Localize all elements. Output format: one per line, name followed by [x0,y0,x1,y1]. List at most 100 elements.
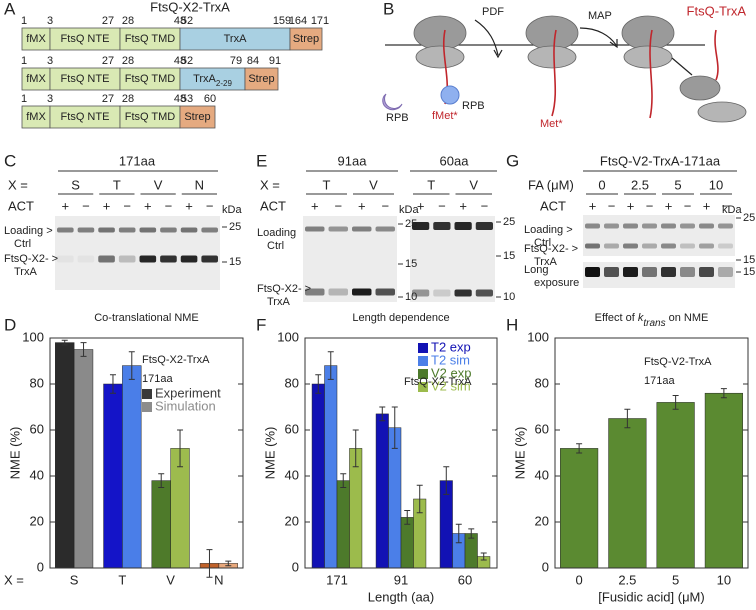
x-tick-label: 91 [394,572,408,587]
row-label: TrxA [534,256,557,268]
residue-number: 1 [21,93,27,105]
gel-band [305,226,325,232]
enzyme-label: MAP [588,10,612,22]
gel-band [623,243,638,249]
gel-band [585,243,600,249]
panel-letter: G [506,151,519,170]
lane-label: 10 [709,177,723,192]
domain-box [289,27,323,51]
residue-number: 60 [204,93,216,105]
bar [608,418,647,569]
residue-label: Met* [540,118,563,130]
gel-band [642,267,657,277]
gel-header: FtsQ-V2-TrxA-171aa [600,153,721,168]
lane-label: 2.5 [631,177,649,192]
domain-subscript: 2-29 [216,79,233,88]
act-sign: − [381,198,389,213]
annotation: 171aa [644,375,675,387]
error-bar [315,374,322,394]
gel-band [375,288,395,296]
legend-label: V2 sim [431,378,471,393]
domain-name: FtsQ NTE [61,111,110,123]
y-tick-label: 60 [535,421,549,436]
error-bar [455,523,462,544]
residue-number: 3 [47,93,53,105]
y-tick-label: 20 [535,513,549,528]
y-tick-label: 80 [285,375,299,390]
act-sign: − [165,198,173,213]
domain-name: TrxA [193,73,216,85]
y-tick-label: 0 [292,559,299,574]
residue-number: 1 [21,55,27,67]
size-marker: 15 [743,254,755,266]
error-bar [404,510,411,525]
row-label: Loading > [4,225,53,237]
gel-header: 171aa [119,153,156,168]
domain-label: FtsQ TMD [125,111,176,123]
chart-title: Co-translational NME [94,312,199,324]
act-label: ACT [260,198,286,213]
legend-swatch [418,369,428,379]
residue-number: 28 [122,55,134,67]
residue-number: 159 [273,15,291,27]
domain-name: fMX [26,111,46,123]
domain-label: FtsQ NTE [61,73,110,85]
y-axis-label: NME (%) [262,427,277,480]
residue-number: 27 [102,55,114,67]
lane-axis-label: FA (μM) [528,177,574,192]
unit-label: kDa [399,204,419,216]
error-bar [206,549,213,578]
title-part: on NME [666,312,709,324]
error-bar [443,466,450,495]
unit-label: kDa [722,204,742,216]
act-sign: + [103,198,111,213]
bar [311,383,325,569]
gel-band [718,243,733,249]
nascent-chain [649,29,653,119]
error-bar [225,560,232,567]
domain-label: fMX [26,73,46,85]
act-sign: − [123,198,131,213]
domain-name: TrxA [224,33,247,45]
title-part: Effect of [595,312,638,324]
lane-label: T [113,177,121,192]
gel-band [718,267,733,277]
ribosome [415,45,465,69]
error-bar [624,408,631,429]
legend-label: Experiment [155,385,221,400]
domain-label: FtsQ NTE [61,33,110,45]
act-sign: − [334,198,342,213]
construct-title: FtsQ-X2-TrxA [150,0,230,14]
y-tick-label: 60 [30,421,44,436]
size-marker: 15 [405,258,417,270]
domain-name: fMX [26,33,46,45]
act-sign: + [311,198,319,213]
lane-axis-label: X = [8,177,28,192]
row-label: TrxA [267,296,290,308]
y-tick-label: 80 [535,375,549,390]
gel-band [604,223,619,229]
domain-name: Strep [248,73,274,85]
residue-number: 164 [289,15,307,27]
bar [400,517,414,569]
bar [103,383,123,569]
residue-number: 28 [122,15,134,27]
act-sign: − [722,198,730,213]
act-label: ACT [8,198,34,213]
domain-label: Strep [293,33,319,45]
lane-axis-label: X = [260,177,280,192]
act-sign: + [62,198,70,213]
row-label: Ctrl [534,237,551,249]
gel-band [160,227,177,233]
arrow-head [609,39,618,49]
bar [375,413,389,569]
domain-label: FtsQ NTE [61,111,110,123]
error-bar [158,473,165,488]
gel-band [475,289,493,297]
gel-band [305,288,325,296]
panel-letter: B [383,0,394,18]
error-bar [379,406,386,422]
y-tick-label: 100 [22,329,44,344]
size-marker: 25 [229,221,241,233]
